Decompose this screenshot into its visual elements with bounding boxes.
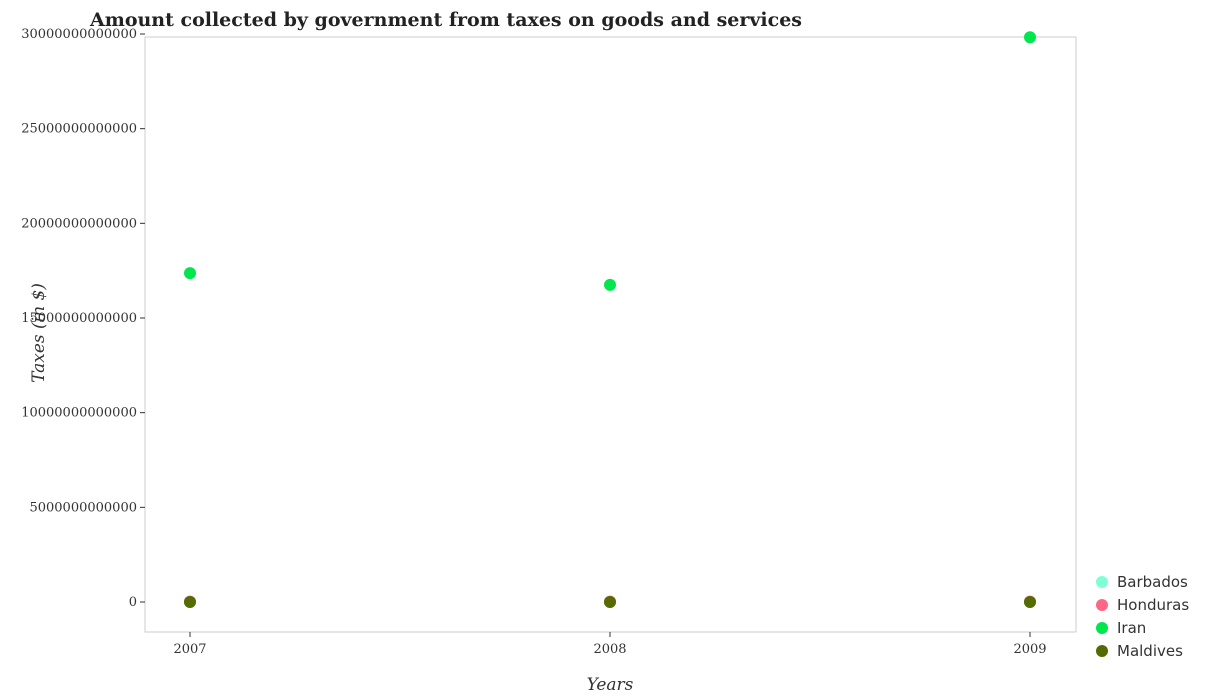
point-maldives-2008 [604,595,616,608]
legend-label-barbados: Barbados [1117,573,1188,591]
y-tick-label: 15000000000000 [21,311,137,326]
point-maldives-2007 [184,595,196,608]
point-iran-2008 [604,278,616,291]
legend-marker-barbados [1096,576,1108,588]
chart-title: Amount collected by government from taxe… [89,9,802,31]
legend-label-maldives: Maldives [1117,642,1183,660]
x-tick-label: 2007 [173,642,206,657]
point-maldives-2009 [1024,595,1036,608]
legend: Barbados Honduras Iran Maldives [1096,573,1189,660]
y-axis: 0 5000000000000 10000000000000 150000000000… [21,27,145,610]
x-tick-label: 2009 [1013,642,1046,657]
x-axis: 2007 2008 2009 [173,632,1047,657]
x-tick-label: 2008 [593,642,626,657]
legend-marker-honduras [1096,599,1108,611]
data-points [184,31,1036,608]
legend-label-iran: Iran [1117,619,1146,637]
y-tick-label: 0 [129,595,137,610]
plot-area [144,36,1077,633]
legend-marker-maldives [1096,645,1108,657]
legend-label-honduras: Honduras [1117,596,1189,614]
point-iran-2009 [1024,31,1036,44]
legend-marker-iran [1096,622,1108,634]
y-tick-label: 20000000000000 [21,216,137,231]
y-tick-label: 30000000000000 [21,27,137,42]
y-tick-label: 10000000000000 [21,406,137,421]
y-axis-label: Taxes (in $) [29,283,49,383]
x-axis-label: Years [587,675,634,695]
point-iran-2007 [184,267,196,280]
y-tick-label: 5000000000000 [29,500,137,515]
y-tick-label: 25000000000000 [21,122,137,137]
